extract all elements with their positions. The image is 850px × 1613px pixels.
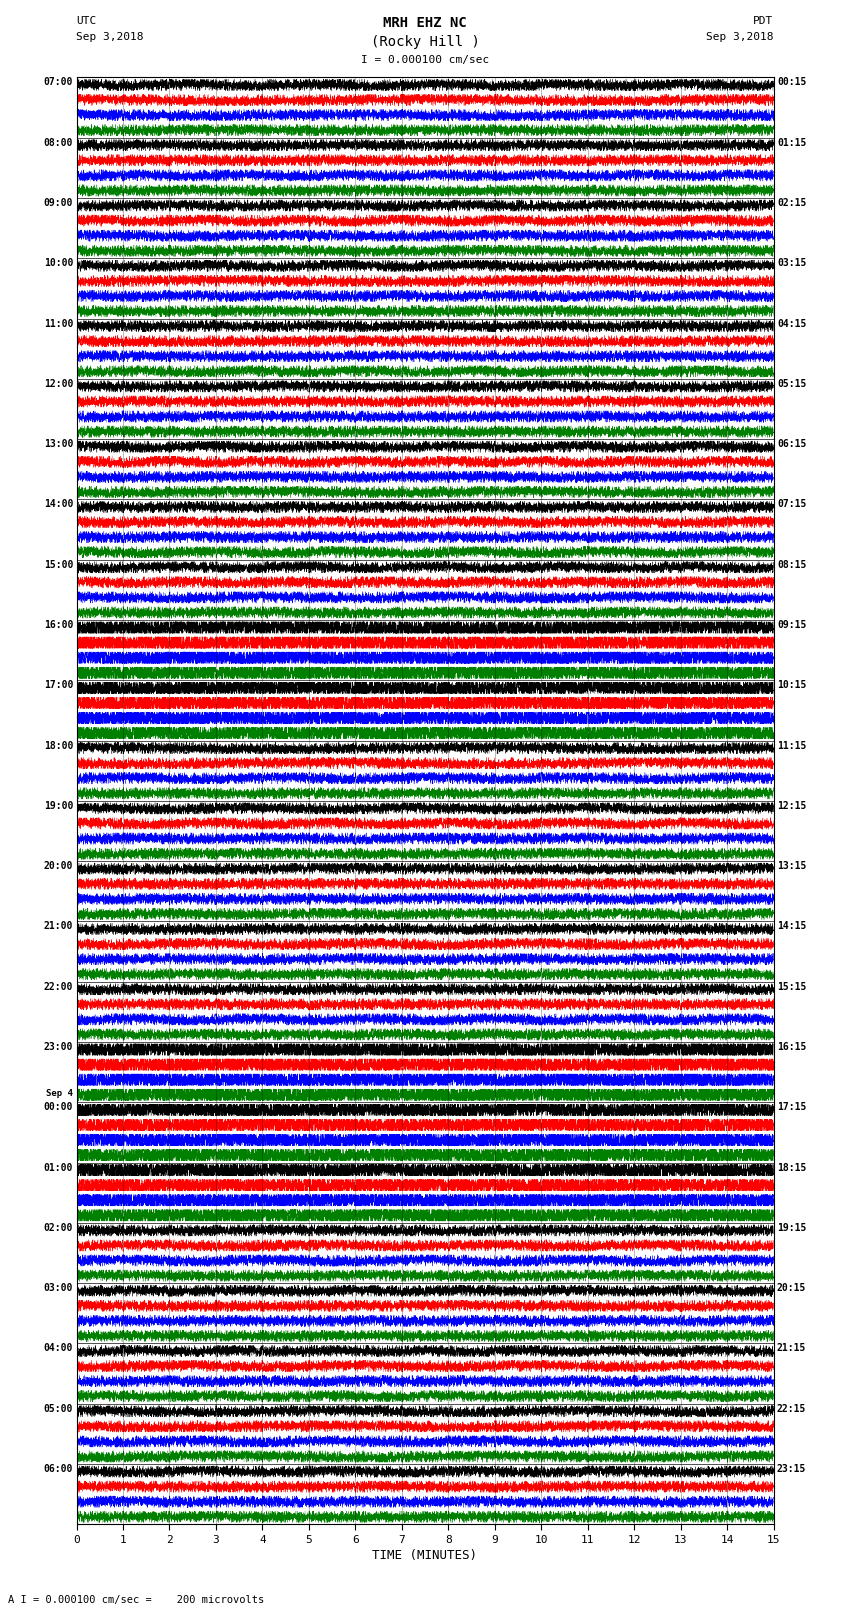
Text: 06:15: 06:15 <box>777 439 807 448</box>
Text: 17:00: 17:00 <box>43 681 73 690</box>
Text: 06:00: 06:00 <box>43 1465 73 1474</box>
Text: (Rocky Hill ): (Rocky Hill ) <box>371 35 479 50</box>
Text: 10:15: 10:15 <box>777 681 807 690</box>
Text: 17:15: 17:15 <box>777 1102 807 1113</box>
Text: 09:15: 09:15 <box>777 619 807 631</box>
Text: 04:00: 04:00 <box>43 1344 73 1353</box>
Text: 11:15: 11:15 <box>777 740 807 750</box>
Text: 14:00: 14:00 <box>43 500 73 510</box>
Text: 00:15: 00:15 <box>777 77 807 87</box>
Text: 02:00: 02:00 <box>43 1223 73 1232</box>
Text: 03:15: 03:15 <box>777 258 807 268</box>
Text: 04:15: 04:15 <box>777 319 807 329</box>
Text: 14:15: 14:15 <box>777 921 807 931</box>
Text: 18:00: 18:00 <box>43 740 73 750</box>
X-axis label: TIME (MINUTES): TIME (MINUTES) <box>372 1548 478 1561</box>
Text: Sep 3,2018: Sep 3,2018 <box>706 32 774 42</box>
Text: PDT: PDT <box>753 16 774 26</box>
Text: 11:00: 11:00 <box>43 319 73 329</box>
Text: 18:15: 18:15 <box>777 1163 807 1173</box>
Text: 07:00: 07:00 <box>43 77 73 87</box>
Text: 16:00: 16:00 <box>43 619 73 631</box>
Text: 23:00: 23:00 <box>43 1042 73 1052</box>
Text: 19:00: 19:00 <box>43 800 73 811</box>
Text: 20:15: 20:15 <box>777 1284 807 1294</box>
Text: 01:00: 01:00 <box>43 1163 73 1173</box>
Text: 19:15: 19:15 <box>777 1223 807 1232</box>
Text: 21:15: 21:15 <box>777 1344 807 1353</box>
Text: 12:00: 12:00 <box>43 379 73 389</box>
Text: 08:15: 08:15 <box>777 560 807 569</box>
Text: 20:00: 20:00 <box>43 861 73 871</box>
Text: Sep 3,2018: Sep 3,2018 <box>76 32 144 42</box>
Text: A I = 0.000100 cm/sec =    200 microvolts: A I = 0.000100 cm/sec = 200 microvolts <box>8 1595 264 1605</box>
Text: 00:00: 00:00 <box>43 1102 73 1113</box>
Text: I = 0.000100 cm/sec: I = 0.000100 cm/sec <box>361 55 489 65</box>
Text: 03:00: 03:00 <box>43 1284 73 1294</box>
Text: 07:15: 07:15 <box>777 500 807 510</box>
Text: 10:00: 10:00 <box>43 258 73 268</box>
Text: 23:15: 23:15 <box>777 1465 807 1474</box>
Text: 22:00: 22:00 <box>43 982 73 992</box>
Text: 12:15: 12:15 <box>777 800 807 811</box>
Text: 05:00: 05:00 <box>43 1403 73 1413</box>
Text: 15:00: 15:00 <box>43 560 73 569</box>
Text: 09:00: 09:00 <box>43 198 73 208</box>
Text: 13:00: 13:00 <box>43 439 73 448</box>
Text: 02:15: 02:15 <box>777 198 807 208</box>
Text: 13:15: 13:15 <box>777 861 807 871</box>
Text: 22:15: 22:15 <box>777 1403 807 1413</box>
Text: 05:15: 05:15 <box>777 379 807 389</box>
Text: 08:00: 08:00 <box>43 137 73 148</box>
Text: 21:00: 21:00 <box>43 921 73 931</box>
Text: MRH EHZ NC: MRH EHZ NC <box>383 16 467 31</box>
Text: 15:15: 15:15 <box>777 982 807 992</box>
Text: Sep 4: Sep 4 <box>46 1089 73 1098</box>
Text: 16:15: 16:15 <box>777 1042 807 1052</box>
Text: 01:15: 01:15 <box>777 137 807 148</box>
Text: UTC: UTC <box>76 16 97 26</box>
